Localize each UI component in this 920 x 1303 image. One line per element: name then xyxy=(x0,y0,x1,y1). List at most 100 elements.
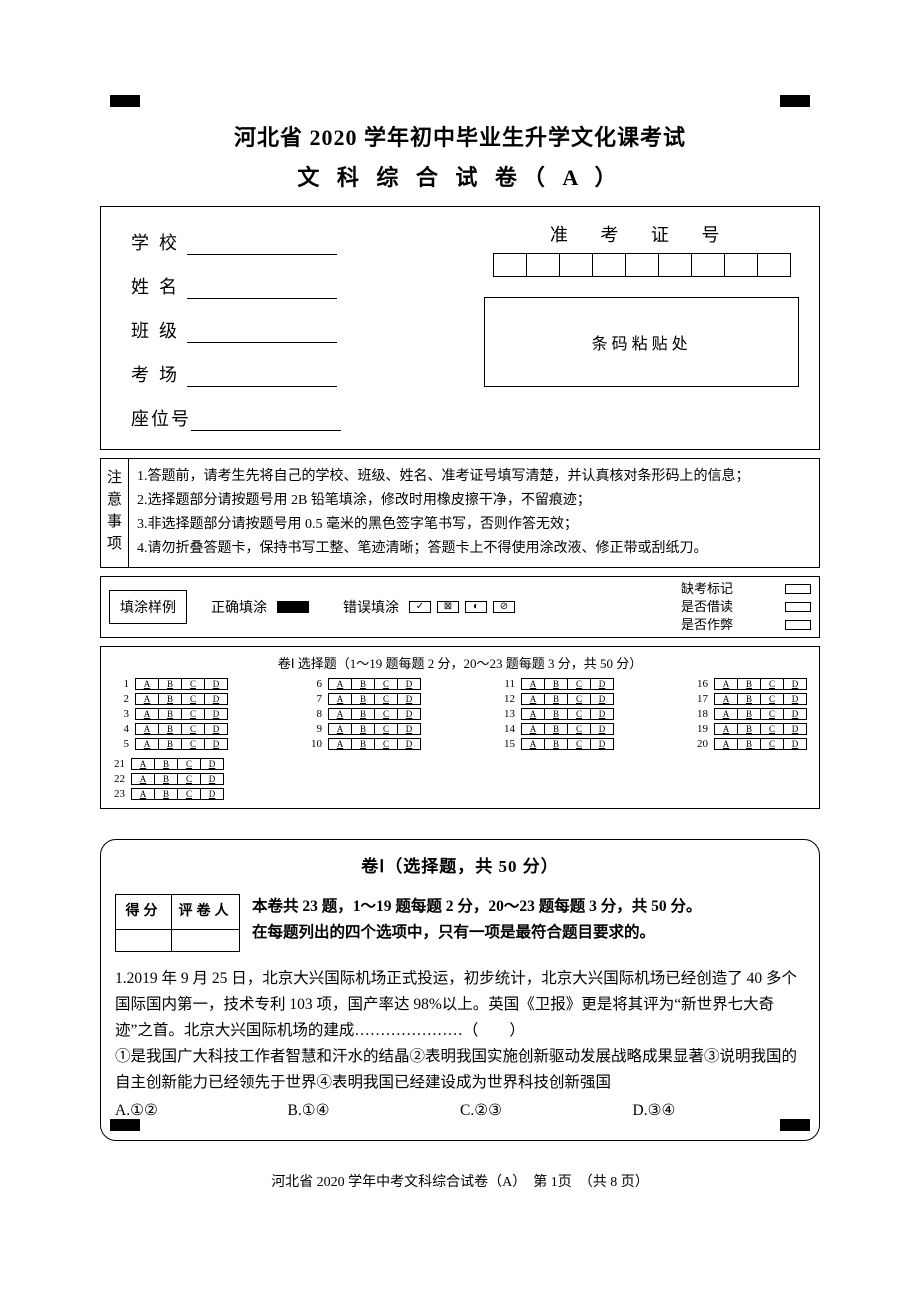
answer-bubble[interactable]: D xyxy=(590,693,614,705)
answer-bubble[interactable]: A xyxy=(521,678,545,690)
answer-bubble[interactable]: C xyxy=(760,693,784,705)
answer-bubble[interactable]: B xyxy=(154,773,178,785)
exam-id-boxes[interactable] xyxy=(484,253,799,277)
answer-bubble[interactable]: B xyxy=(351,738,375,750)
exam-id-cell[interactable] xyxy=(625,253,659,277)
answer-bubble[interactable]: C xyxy=(567,723,591,735)
answer-bubble[interactable]: D xyxy=(397,738,421,750)
answer-bubble[interactable]: A xyxy=(714,708,738,720)
answer-bubble[interactable]: A xyxy=(521,723,545,735)
input-class[interactable] xyxy=(187,325,337,343)
answer-bubble[interactable]: A xyxy=(328,678,352,690)
answer-bubble[interactable]: C xyxy=(181,708,205,720)
answer-bubble[interactable]: C xyxy=(760,678,784,690)
answer-bubble[interactable]: D xyxy=(397,678,421,690)
grader-cell[interactable] xyxy=(172,930,240,952)
answer-bubble[interactable]: D xyxy=(397,693,421,705)
input-name[interactable] xyxy=(187,281,337,299)
answer-bubble[interactable]: A xyxy=(714,738,738,750)
answer-bubble[interactable]: C xyxy=(181,678,205,690)
answer-bubble[interactable]: B xyxy=(544,693,568,705)
answer-bubble[interactable]: D xyxy=(200,788,224,800)
answer-bubble[interactable]: C xyxy=(374,708,398,720)
choice-b[interactable]: B.①④ xyxy=(288,1098,461,1124)
answer-bubble[interactable]: B xyxy=(154,788,178,800)
answer-bubble[interactable]: C xyxy=(567,708,591,720)
answer-bubble[interactable]: A xyxy=(521,708,545,720)
exam-id-cell[interactable] xyxy=(526,253,560,277)
answer-bubble[interactable]: B xyxy=(544,738,568,750)
answer-bubble[interactable]: A xyxy=(714,723,738,735)
answer-bubble[interactable]: D xyxy=(397,723,421,735)
input-school[interactable] xyxy=(187,237,337,255)
answer-bubble[interactable]: D xyxy=(783,693,807,705)
answer-bubble[interactable]: A xyxy=(135,693,159,705)
answer-bubble[interactable]: A xyxy=(714,678,738,690)
answer-bubble[interactable]: A xyxy=(135,678,159,690)
answer-bubble[interactable]: A xyxy=(135,723,159,735)
answer-bubble[interactable]: D xyxy=(204,723,228,735)
answer-bubble[interactable]: C xyxy=(760,723,784,735)
answer-bubble[interactable]: A xyxy=(135,708,159,720)
choice-c[interactable]: C.②③ xyxy=(460,1098,633,1124)
answer-bubble[interactable]: C xyxy=(567,678,591,690)
answer-bubble[interactable]: B xyxy=(737,723,761,735)
answer-bubble[interactable]: C xyxy=(760,738,784,750)
answer-bubble[interactable]: D xyxy=(590,678,614,690)
status-flag-checkbox[interactable] xyxy=(785,584,811,594)
input-room[interactable] xyxy=(187,369,337,387)
answer-bubble[interactable]: D xyxy=(783,738,807,750)
answer-bubble[interactable]: C xyxy=(374,693,398,705)
exam-id-cell[interactable] xyxy=(658,253,692,277)
answer-bubble[interactable]: A xyxy=(131,758,155,770)
answer-bubble[interactable]: C xyxy=(374,738,398,750)
answer-bubble[interactable]: D xyxy=(590,738,614,750)
answer-bubble[interactable]: B xyxy=(351,723,375,735)
answer-bubble[interactable]: B xyxy=(351,708,375,720)
answer-bubble[interactable]: A xyxy=(135,738,159,750)
exam-id-cell[interactable] xyxy=(724,253,758,277)
score-cell[interactable] xyxy=(116,930,172,952)
answer-bubble[interactable]: A xyxy=(328,693,352,705)
exam-id-cell[interactable] xyxy=(757,253,791,277)
answer-bubble[interactable]: A xyxy=(328,723,352,735)
answer-bubble[interactable]: D xyxy=(200,773,224,785)
answer-bubble[interactable]: B xyxy=(737,738,761,750)
answer-bubble[interactable]: D xyxy=(204,678,228,690)
answer-bubble[interactable]: A xyxy=(131,773,155,785)
answer-bubble[interactable]: D xyxy=(204,708,228,720)
exam-id-cell[interactable] xyxy=(493,253,527,277)
answer-bubble[interactable]: C xyxy=(181,723,205,735)
answer-bubble[interactable]: A xyxy=(714,693,738,705)
answer-bubble[interactable]: A xyxy=(328,708,352,720)
input-seat[interactable] xyxy=(191,413,341,431)
answer-bubble[interactable]: D xyxy=(204,738,228,750)
answer-bubble[interactable]: C xyxy=(374,723,398,735)
answer-bubble[interactable]: D xyxy=(590,708,614,720)
answer-bubble[interactable]: B xyxy=(544,708,568,720)
status-flag-checkbox[interactable] xyxy=(785,602,811,612)
answer-bubble[interactable]: C xyxy=(177,773,201,785)
answer-bubble[interactable]: B xyxy=(351,693,375,705)
answer-bubble[interactable]: B xyxy=(158,693,182,705)
answer-bubble[interactable]: D xyxy=(783,678,807,690)
answer-bubble[interactable]: D xyxy=(590,723,614,735)
answer-bubble[interactable]: B xyxy=(154,758,178,770)
answer-bubble[interactable]: A xyxy=(131,788,155,800)
answer-bubble[interactable]: B xyxy=(158,708,182,720)
answer-bubble[interactable]: D xyxy=(783,708,807,720)
answer-bubble[interactable]: D xyxy=(783,723,807,735)
answer-bubble[interactable]: B xyxy=(544,678,568,690)
exam-id-cell[interactable] xyxy=(592,253,626,277)
answer-bubble[interactable]: A xyxy=(521,693,545,705)
answer-bubble[interactable]: B xyxy=(737,708,761,720)
answer-bubble[interactable]: D xyxy=(200,758,224,770)
answer-bubble[interactable]: C xyxy=(760,708,784,720)
answer-bubble[interactable]: B xyxy=(737,693,761,705)
answer-bubble[interactable]: B xyxy=(158,723,182,735)
exam-id-cell[interactable] xyxy=(559,253,593,277)
answer-bubble[interactable]: B xyxy=(158,738,182,750)
answer-bubble[interactable]: B xyxy=(351,678,375,690)
answer-bubble[interactable]: B xyxy=(544,723,568,735)
answer-bubble[interactable]: D xyxy=(397,708,421,720)
